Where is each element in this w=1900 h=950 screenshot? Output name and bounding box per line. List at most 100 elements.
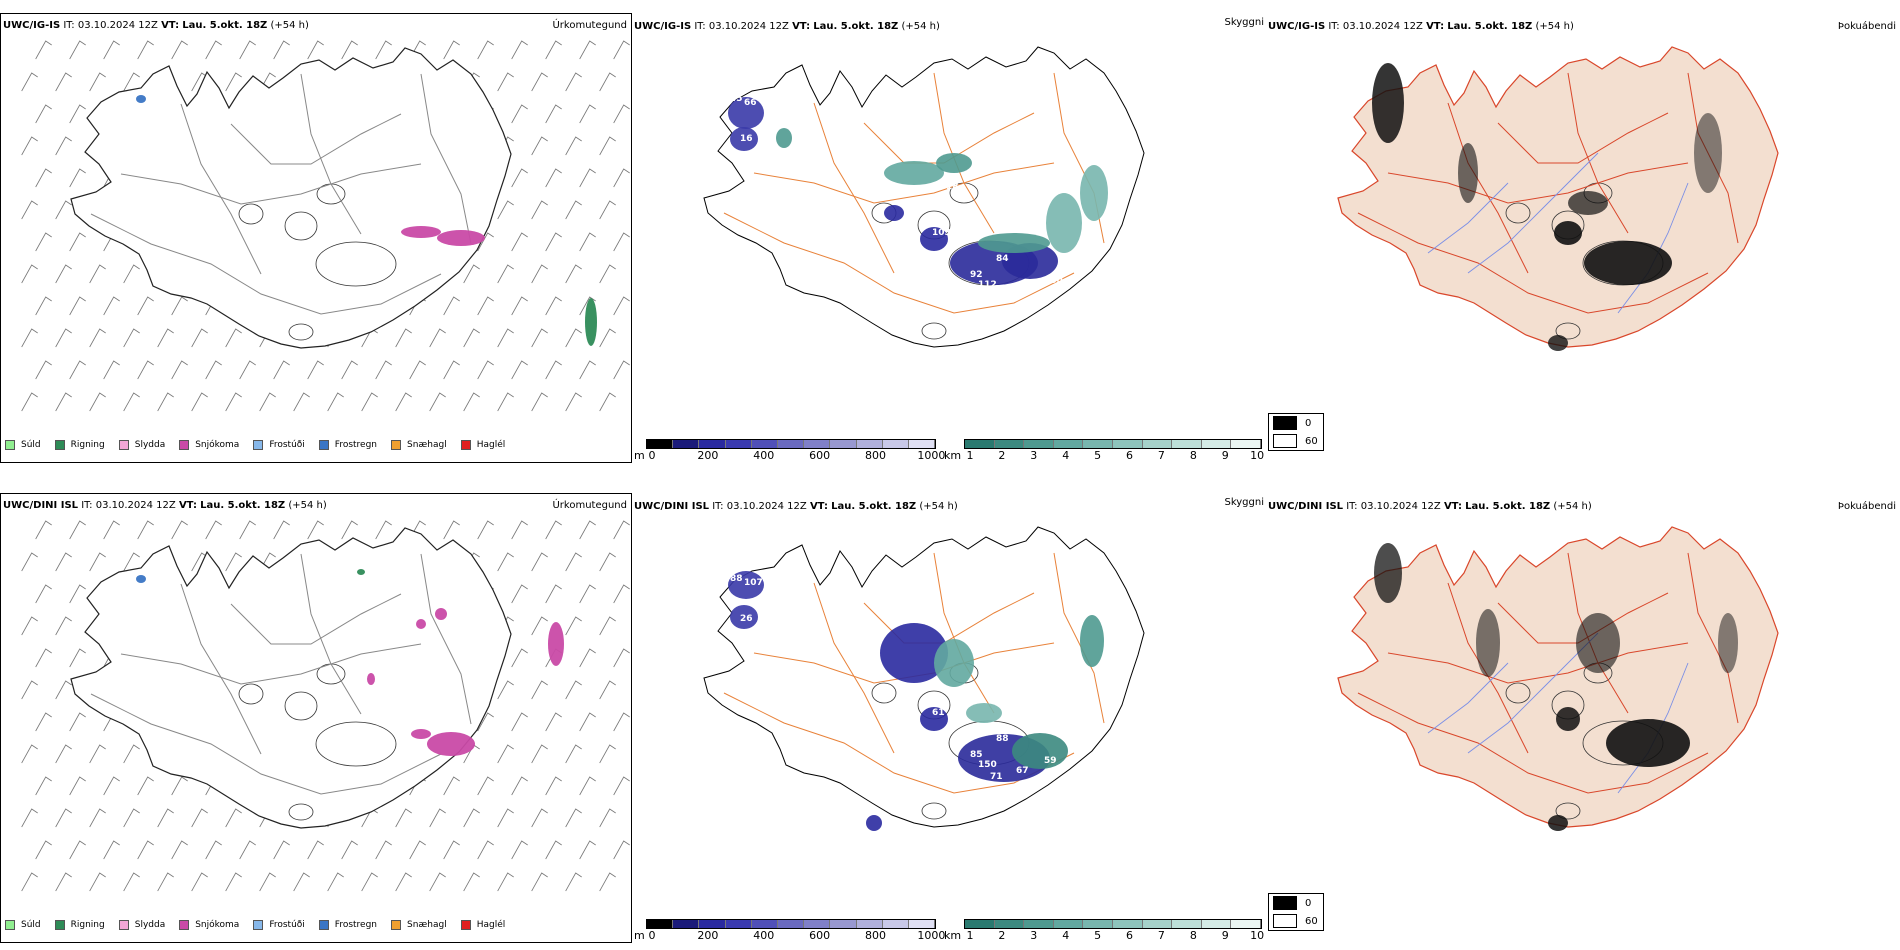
wind-barb bbox=[123, 552, 140, 572]
visibility-area bbox=[1046, 193, 1082, 253]
wind-barb bbox=[341, 840, 358, 860]
colorbar-segment bbox=[908, 920, 936, 928]
ceiling-value-label: 92 bbox=[970, 270, 983, 280]
colorbar-segment bbox=[1231, 920, 1261, 928]
legend-label: Slydda bbox=[134, 920, 166, 930]
glacier-outline bbox=[238, 203, 264, 225]
legend-swatch bbox=[54, 440, 65, 450]
wind-barb bbox=[531, 808, 548, 828]
wind-barb bbox=[89, 872, 106, 892]
wind-barb bbox=[35, 104, 52, 124]
wind-barb bbox=[497, 680, 514, 700]
wind-barb bbox=[123, 72, 140, 92]
ceiling-value-label: 150 bbox=[978, 760, 997, 770]
wind-barb bbox=[497, 72, 514, 92]
wind-barb bbox=[531, 616, 548, 636]
visibility-panel-top: 66 45 16 22 103 54 84 92 112 122 18 150 73 18 19 UWC/I… bbox=[634, 13, 1266, 463]
colorbar-tick-label: 9 bbox=[1221, 929, 1229, 942]
wind-barb bbox=[69, 584, 86, 604]
fog-legend-label: 60 bbox=[1305, 915, 1318, 927]
colorbar-segment bbox=[965, 920, 995, 928]
colorbar-tick-label: 800 bbox=[864, 929, 886, 942]
legend-item: Snjókoma bbox=[179, 440, 239, 450]
ceiling-value-label: 88 bbox=[730, 574, 743, 584]
wind-barb bbox=[307, 520, 324, 540]
ceiling-value-label: 71 bbox=[990, 772, 1003, 782]
wind-barb bbox=[35, 712, 52, 732]
visibility-area bbox=[776, 128, 792, 148]
wind-barb bbox=[361, 392, 378, 412]
legend-item: Frostregn bbox=[318, 920, 377, 930]
road-line bbox=[90, 213, 442, 315]
precip-panel-top: UWC/IG-IS IT: 03.10.2024 12Z VT: Lau. 5.… bbox=[0, 13, 632, 463]
colorbar-segment bbox=[830, 440, 857, 448]
wind-barb bbox=[191, 328, 208, 348]
wind-barb bbox=[599, 392, 616, 412]
fog-area bbox=[1718, 613, 1738, 673]
fog-legend-row: 0 bbox=[1269, 414, 1323, 432]
legend-item: Snæhagl bbox=[391, 440, 447, 450]
fog-panel-top: UWC/IG-IS IT: 03.10.2024 12Z VT: Lau. 5.… bbox=[1268, 13, 1900, 463]
glacier-outline bbox=[315, 241, 397, 287]
wind-barb bbox=[613, 776, 630, 796]
fog-legend: 0 60 bbox=[1268, 893, 1324, 931]
wind-barb bbox=[21, 744, 38, 764]
legend-label: Rigning bbox=[70, 440, 105, 450]
wind-barb bbox=[123, 264, 140, 284]
visibility-area bbox=[1080, 615, 1104, 667]
road-line bbox=[1357, 692, 1709, 794]
wind-barb bbox=[545, 584, 562, 604]
precip-area bbox=[357, 569, 365, 575]
precip-panel-bottom: UWC/DINI ISL IT: 03.10.2024 12Z VT: Lau.… bbox=[0, 493, 632, 943]
wind-barb bbox=[443, 40, 460, 60]
colorbar-tick-label: 9 bbox=[1221, 449, 1229, 462]
wind-barb bbox=[511, 584, 528, 604]
legend-label: Snæhagl bbox=[407, 440, 447, 450]
glacier-outline bbox=[238, 683, 264, 705]
wind-barb bbox=[511, 776, 528, 796]
wind-barb bbox=[565, 200, 582, 220]
wind-barb bbox=[565, 680, 582, 700]
colorbar-tick-label: 5 bbox=[1094, 449, 1102, 462]
colorbar-segment bbox=[751, 440, 778, 448]
legend-swatch bbox=[118, 440, 129, 450]
ceiling-value-label: 150 bbox=[1044, 276, 1063, 286]
fog-area bbox=[1372, 63, 1404, 143]
visibility-area bbox=[884, 161, 944, 185]
wind-barb bbox=[69, 712, 86, 732]
wind-barb bbox=[225, 552, 242, 572]
fog-legend-row: 60 bbox=[1269, 912, 1323, 930]
wind-barb bbox=[579, 776, 596, 796]
wind-barb bbox=[21, 552, 38, 572]
colorbar-tick-label: 2 bbox=[998, 449, 1006, 462]
visibility-area bbox=[934, 639, 974, 687]
wind-barb bbox=[565, 136, 582, 156]
wind-barb bbox=[137, 40, 154, 60]
visibility-area bbox=[920, 707, 948, 731]
wind-barb bbox=[531, 328, 548, 348]
wind-barb bbox=[395, 872, 412, 892]
wind-barb bbox=[35, 584, 52, 604]
legend-item: Frostúði bbox=[253, 440, 305, 450]
wind-barb bbox=[171, 40, 188, 60]
wind-barb bbox=[225, 328, 242, 348]
ceiling-colorbar: m 0 200 400 600 800 1000 bbox=[634, 917, 945, 943]
legend-item: Snæhagl bbox=[391, 920, 447, 930]
colorbar-tick-label: 8 bbox=[1189, 929, 1197, 942]
legend-swatch bbox=[460, 920, 471, 930]
wind-barb bbox=[463, 808, 480, 828]
wind-barb bbox=[477, 840, 494, 860]
wind-barb bbox=[89, 808, 106, 828]
ceiling-value-label: 122 bbox=[990, 292, 1009, 302]
wind-barb bbox=[225, 808, 242, 828]
wind-barb bbox=[239, 40, 256, 60]
wind-barb bbox=[497, 872, 514, 892]
legend-label: Haglél bbox=[476, 440, 506, 450]
fog-legend: 0 60 bbox=[1268, 413, 1324, 451]
colorbar-tick-label: 600 bbox=[809, 929, 831, 942]
legend-swatch bbox=[179, 440, 190, 450]
wind-barb bbox=[409, 360, 426, 380]
river-line bbox=[1467, 632, 1599, 754]
wind-barb bbox=[259, 392, 276, 412]
colorbar-strip bbox=[964, 919, 1262, 929]
